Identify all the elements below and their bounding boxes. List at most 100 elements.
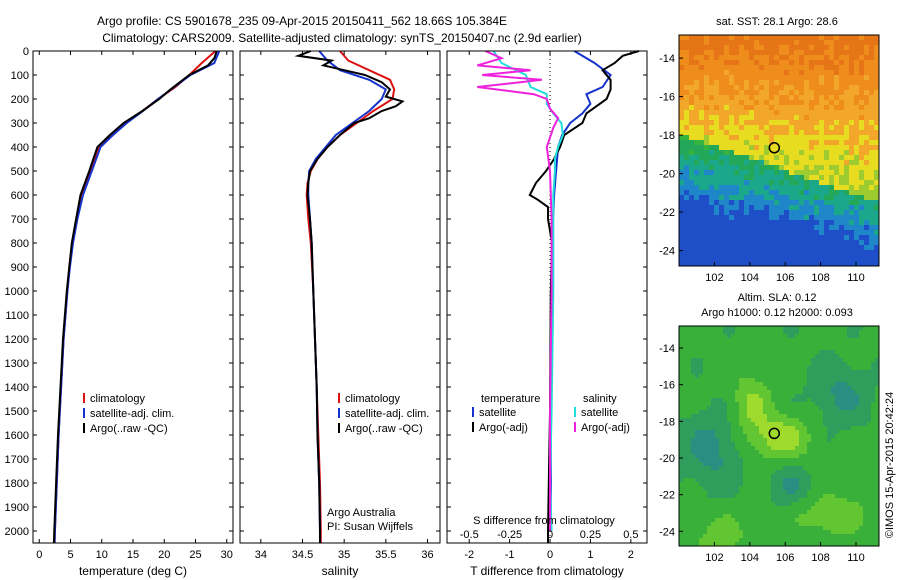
map-cell	[874, 260, 880, 266]
x-tick-label: 108	[811, 272, 829, 284]
map-cell	[775, 410, 780, 415]
map-cell	[695, 534, 700, 539]
map-cell	[795, 538, 800, 543]
map-cell	[715, 534, 720, 539]
map-cell	[829, 125, 835, 131]
map-cell	[863, 334, 868, 339]
map-cell	[799, 190, 805, 196]
map-cell	[869, 185, 875, 191]
map-cell	[807, 470, 812, 475]
map-cell	[744, 175, 750, 181]
map-cell	[714, 60, 720, 66]
map-cell	[703, 414, 708, 419]
map-cell	[679, 462, 684, 467]
map-cell	[831, 498, 836, 503]
map-cell	[835, 358, 840, 363]
map-cell	[789, 240, 795, 246]
map-cell	[747, 442, 752, 447]
map-cell	[679, 75, 685, 81]
map-cell	[764, 100, 770, 106]
map-cell	[715, 366, 720, 371]
map-cell	[807, 510, 812, 515]
map-cell	[824, 130, 830, 136]
map-cell	[759, 478, 764, 483]
map-cell	[703, 406, 708, 411]
map-cell	[724, 235, 730, 241]
map-cell	[739, 402, 744, 407]
map-cell	[704, 45, 710, 51]
map-cell	[867, 422, 872, 427]
map-cell	[799, 225, 805, 231]
map-cell	[827, 386, 832, 391]
map-cell	[791, 490, 796, 495]
map-cell	[771, 474, 776, 479]
map-cell	[719, 240, 725, 246]
map-cell	[684, 65, 690, 71]
map-cell	[864, 85, 870, 91]
map-cell	[871, 374, 876, 379]
map-cell	[869, 35, 875, 41]
map-cell	[847, 446, 852, 451]
map-cell	[743, 486, 748, 491]
map-cell	[735, 386, 740, 391]
map-cell	[715, 478, 720, 483]
map-cell	[691, 430, 696, 435]
map-cell	[799, 45, 805, 51]
map-cell	[787, 494, 792, 499]
map-cell	[751, 506, 756, 511]
map-cell	[875, 366, 880, 371]
map-cell	[839, 526, 844, 531]
map-cell	[704, 235, 710, 241]
map-cell	[767, 386, 772, 391]
map-cell	[715, 522, 720, 527]
map-cell	[747, 386, 752, 391]
map-cell	[867, 334, 872, 339]
map-cell	[723, 374, 728, 379]
map-cell	[739, 220, 745, 226]
map-cell	[799, 378, 804, 383]
map-cell	[709, 150, 715, 156]
map-cell	[835, 430, 840, 435]
map-cell	[691, 354, 696, 359]
map-cell	[771, 366, 776, 371]
map-cell	[855, 410, 860, 415]
map-cell	[843, 486, 848, 491]
map-cell	[844, 250, 850, 256]
map-cell	[709, 60, 715, 66]
map-cell	[679, 374, 684, 379]
map-cell	[723, 406, 728, 411]
map-cell	[703, 402, 708, 407]
map-cell	[794, 40, 800, 46]
map-cell	[703, 486, 708, 491]
map-cell	[854, 75, 860, 81]
map-cell	[847, 474, 852, 479]
map-cell	[764, 175, 770, 181]
map-cell	[859, 442, 864, 447]
map-cell	[714, 240, 720, 246]
map-cell	[779, 486, 784, 491]
map-cell	[824, 165, 830, 171]
map-cell	[687, 426, 692, 431]
map-cell	[754, 130, 760, 136]
map-cell	[719, 362, 724, 367]
map-cell	[807, 462, 812, 467]
map-cell	[759, 374, 764, 379]
y-tick-label: -24	[659, 526, 675, 538]
map-cell	[767, 494, 772, 499]
map-cell	[764, 165, 770, 171]
map-cell	[734, 165, 740, 171]
map-cell	[683, 458, 688, 463]
map-cell	[764, 210, 770, 216]
map-cell	[803, 382, 808, 387]
map-cell	[831, 510, 836, 515]
map-cell	[691, 374, 696, 379]
map-cell	[711, 346, 716, 351]
map-cell	[869, 130, 875, 136]
map-cell	[767, 434, 772, 439]
map-cell	[723, 478, 728, 483]
map-cell	[704, 40, 710, 46]
map-cell	[679, 390, 684, 395]
map-cell	[747, 366, 752, 371]
map-cell	[679, 506, 684, 511]
map-cell	[784, 70, 790, 76]
